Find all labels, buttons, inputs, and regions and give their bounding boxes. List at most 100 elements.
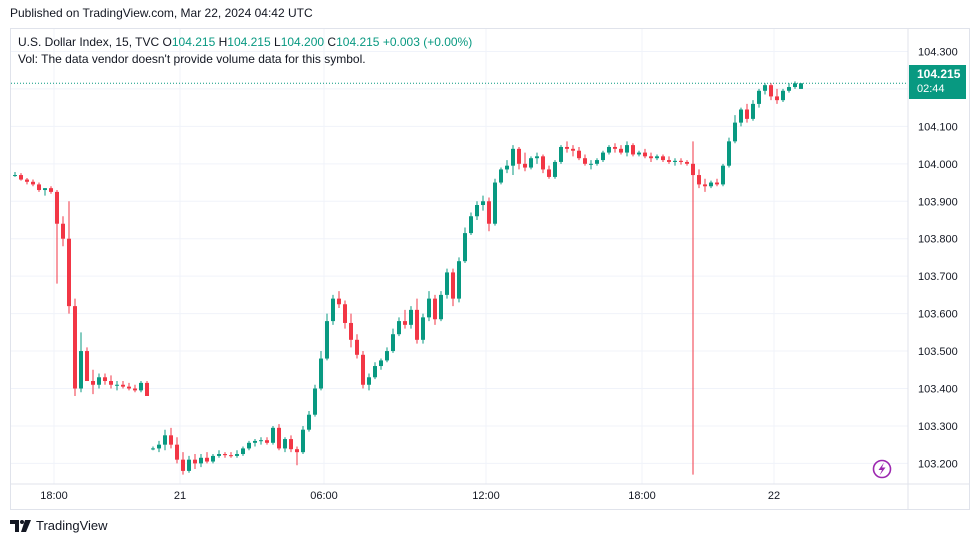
candle [133,384,137,393]
lightning-icon[interactable] [872,459,892,479]
candle-body [301,429,305,453]
candle-body [637,152,641,155]
candle-body [133,388,137,391]
candle-body [577,150,581,159]
candle-body [625,145,629,153]
candle-body [505,165,509,170]
candle [799,83,803,89]
candle [589,160,593,170]
candle-body [331,298,335,322]
candle [451,268,455,307]
candle-body [649,156,653,159]
candle [553,160,557,179]
candle [499,167,503,185]
candle-body [775,96,779,101]
candle [103,373,107,385]
x-tick-label: 21 [174,490,186,502]
candle-body [139,382,143,391]
candle [403,309,407,329]
candle-body [265,440,269,443]
candle [169,427,173,449]
candle-body [721,165,725,185]
candle [319,351,323,391]
candle [619,145,623,155]
candle-body [271,427,275,443]
ohlc-legend: U.S. Dollar Index, 15, TVC O104.215 H104… [18,35,472,49]
candle [595,158,599,166]
candle-body [703,184,707,187]
candle [685,160,689,166]
candle-body [145,382,149,396]
candle [367,373,371,391]
candle-body [259,440,263,442]
candle [715,178,719,187]
candle [625,141,629,157]
candle-body [85,351,89,382]
candle [121,381,125,389]
candle [793,81,797,89]
time-axis[interactable]: 18:00 21 06:00 12:00 18:00 22 [11,483,969,502]
candle-body [25,179,29,182]
candle [247,440,251,451]
tradingview-logo[interactable]: TradingView [10,518,108,533]
candle [781,88,785,103]
candle [463,227,467,264]
candle-body [655,156,659,159]
candle [775,88,779,104]
candle-body [595,160,599,164]
candle [373,362,377,380]
candle [643,148,647,159]
candle-body [799,83,803,89]
grid-lines [11,29,908,484]
candle-body [157,444,161,449]
candle [475,201,479,220]
candle [529,156,533,170]
candle [193,454,197,470]
candle-body [391,334,395,352]
y-tick-label: 103.800 [918,234,958,246]
candle [283,437,287,453]
candle-body [433,298,437,320]
candle [415,298,419,344]
candle-body [457,261,461,299]
candle-body [337,298,341,305]
candle-body [121,384,125,387]
price-axis[interactable]: 104.300104.200104.100104.000103.900103.8… [907,29,958,509]
candle-body [403,321,407,325]
candle-body [793,83,797,88]
candle [433,294,437,325]
candle [385,347,389,363]
candle-body [349,322,353,340]
candle-body [343,304,347,323]
candle [469,212,473,235]
candle-body [481,201,485,206]
symbol-title[interactable]: U.S. Dollar Index, 15, TVC [18,35,160,49]
candle [763,83,767,95]
candle [739,107,743,127]
candle [127,382,131,391]
candle-body [733,122,737,142]
candle [157,440,161,453]
tradingview-logo-icon [10,519,31,532]
candle-body [565,146,569,149]
candle-body [199,457,203,464]
y-tick-label: 103.200 [918,458,958,470]
x-tick-label: 12:00 [472,490,500,502]
candle [19,173,23,181]
candle-body [115,384,119,386]
y-tick-label: 103.700 [918,271,958,283]
candle [145,381,149,396]
candle-body [739,109,743,123]
candle-body [247,442,251,449]
candle-body [211,455,215,462]
candle [721,163,725,187]
x-tick-label: 18:00 [628,490,656,502]
candle-body [277,427,281,449]
candle [91,369,95,395]
candle-body [763,85,767,91]
candle [223,452,227,458]
candle-body [613,146,617,149]
candle [61,216,65,247]
candle [379,358,383,370]
